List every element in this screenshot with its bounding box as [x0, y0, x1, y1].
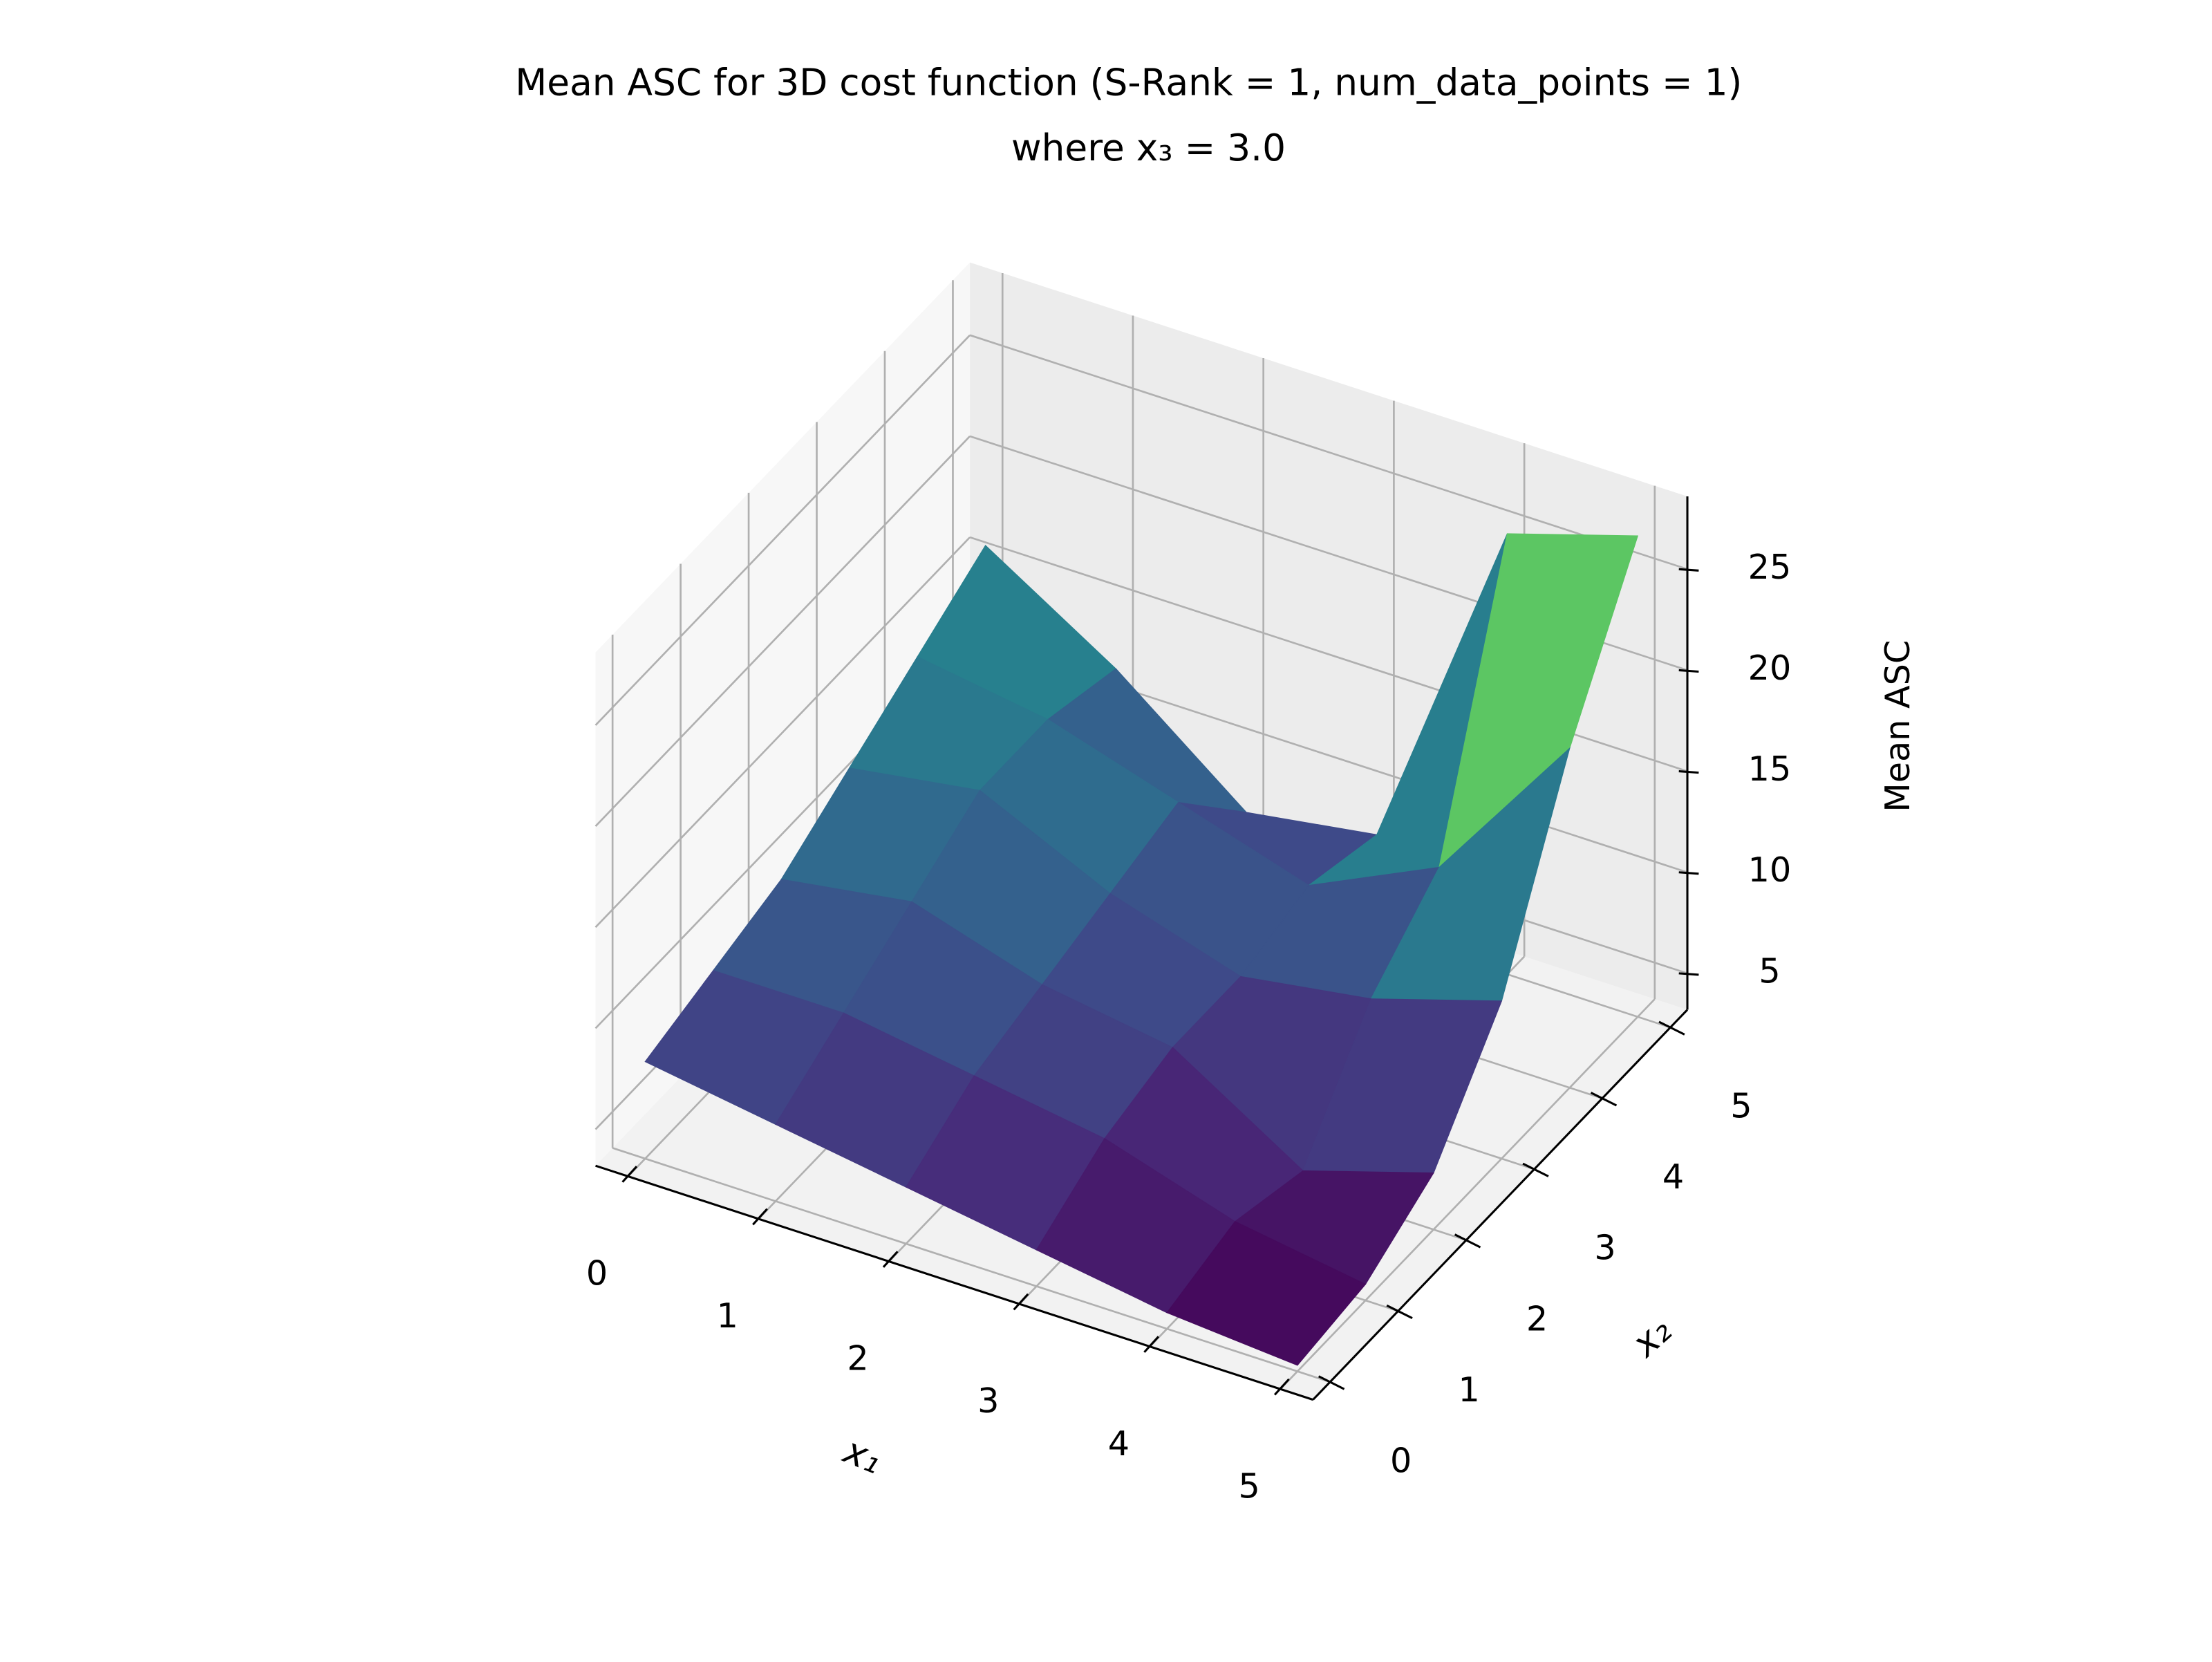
- left-pane: [595, 262, 971, 1166]
- y-tick: [1318, 1375, 1345, 1390]
- z-tick-label: 25: [1748, 547, 1792, 587]
- x-tick: [1143, 1336, 1160, 1353]
- z-tick-label: 10: [1748, 850, 1792, 890]
- z-tick: [1678, 972, 1699, 976]
- x-tick: [882, 1251, 899, 1268]
- x-tick-label: 1: [717, 1296, 738, 1336]
- grid-line: [969, 334, 1688, 570]
- y-axis-label: x₂: [1622, 1308, 1680, 1366]
- z-tick: [1678, 770, 1699, 774]
- y-tick: [1454, 1233, 1481, 1249]
- surface: [644, 533, 1639, 1366]
- y-tick-label: 0: [1390, 1440, 1412, 1480]
- z-tick-label: 15: [1748, 749, 1792, 789]
- x-tick: [1273, 1378, 1290, 1396]
- x-tick-label: 4: [1108, 1423, 1130, 1464]
- z-axis-label: Mean ASC: [1877, 640, 1918, 812]
- x-tick: [1013, 1293, 1029, 1311]
- chart-subtitle: where x₃ = 3.0: [1011, 126, 1286, 169]
- x-tick: [621, 1166, 638, 1183]
- x-axis-label: x₁: [836, 1428, 888, 1482]
- y-tick-label: 4: [1662, 1157, 1684, 1197]
- x-tick-label: 3: [977, 1381, 999, 1421]
- x-axis-line: [595, 1164, 1313, 1401]
- z-tick: [1678, 669, 1699, 673]
- chart-title: Mean ASC for 3D cost function (S-Rank = …: [515, 61, 1742, 104]
- y-tick: [1386, 1304, 1413, 1320]
- y-tick-label: 3: [1594, 1228, 1615, 1268]
- y-tick: [1522, 1162, 1549, 1177]
- z-tick: [1678, 568, 1699, 572]
- y-tick-label: 5: [1730, 1086, 1752, 1126]
- grid-line: [594, 334, 971, 726]
- x-tick-label: 0: [586, 1253, 608, 1294]
- grid-line: [612, 1147, 1331, 1383]
- y-tick: [1658, 1020, 1685, 1036]
- y-axis-line: [1312, 1009, 1689, 1401]
- axes: 0 1 2 3 4 5 0 1 2 3 4 5 5 10 15 20 25: [586, 496, 1791, 1506]
- y-tick-label: 1: [1458, 1370, 1479, 1410]
- x-tick-label: 2: [847, 1338, 868, 1379]
- grid-line: [594, 536, 971, 928]
- grid-line: [1280, 998, 1656, 1390]
- y-tick-label: 2: [1526, 1298, 1548, 1338]
- z-tick-label: 20: [1748, 648, 1792, 688]
- x-tick: [752, 1208, 768, 1226]
- y-tick: [1590, 1092, 1618, 1107]
- z-tick-label: 5: [1759, 951, 1780, 991]
- surface-face: [1166, 1221, 1367, 1366]
- grid-line: [594, 436, 971, 828]
- x-tick-label: 5: [1239, 1466, 1260, 1506]
- z-tick: [1678, 871, 1699, 875]
